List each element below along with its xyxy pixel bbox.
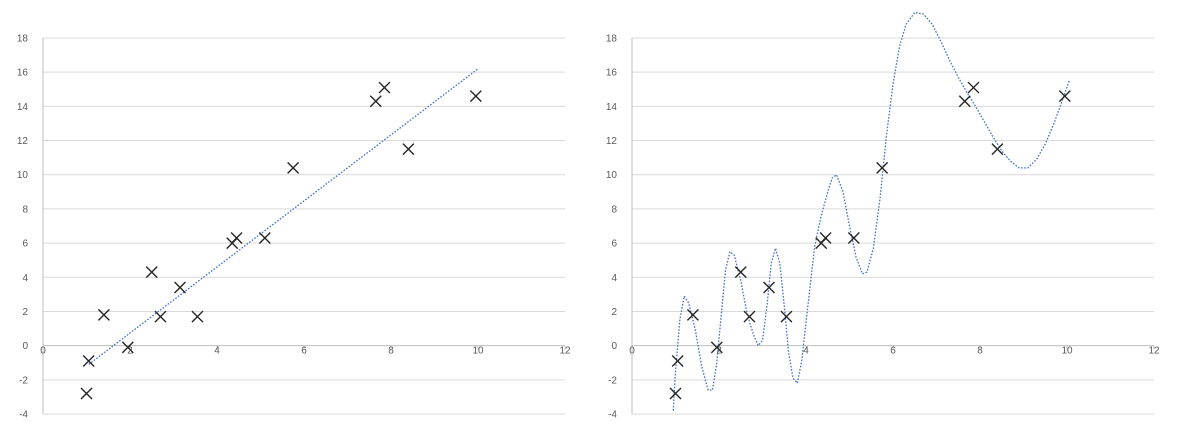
scatter-chart-linear-trend: -4 -2 0 2 4 6 8 10 12 14 16 18 0 2 4 6 8 10 12 [17, 34, 571, 421]
y-tick-label: 16 [17, 68, 29, 79]
data-point-marker [958, 95, 971, 108]
data-point-marker [686, 308, 699, 321]
data-point-marker [369, 95, 382, 108]
y-tick-label: 4 [611, 273, 617, 284]
data-point-marker [174, 281, 187, 294]
x-tick-label: 12 [1148, 346, 1160, 357]
y-tick-label: -2 [19, 375, 28, 386]
y-tick-label: 8 [22, 204, 28, 215]
data-point-marker [121, 341, 134, 354]
data-point-marker [669, 387, 682, 400]
y-tick-label: 14 [17, 102, 29, 113]
x-tick-label: 0 [40, 346, 46, 357]
data-point-marker [191, 310, 204, 323]
data-point-marker [876, 161, 889, 174]
data-point-marker [847, 231, 860, 244]
x-tick-label: 0 [629, 346, 635, 357]
data-point-marker [80, 387, 93, 400]
y-tick-label: 18 [17, 34, 29, 45]
data-point-marker [145, 266, 158, 279]
y-tick-label: 8 [611, 204, 617, 215]
y-tick-label: 2 [611, 307, 617, 318]
x-tick-label: 8 [388, 346, 394, 357]
y-tick-label: -4 [608, 410, 617, 421]
chart-svg-right: -4 -2 0 2 4 6 8 10 12 14 16 18 0 2 4 6 8 10 12 [606, 11, 1160, 421]
data-point-marker [780, 310, 793, 323]
x-tick-label: 4 [214, 346, 220, 357]
data-point-marker [710, 341, 723, 354]
x-tick-label: 10 [472, 346, 484, 357]
data-point-marker [258, 231, 271, 244]
data-point-marker [763, 281, 776, 294]
y-tick-label: 12 [606, 136, 618, 147]
x-tick-label: 6 [890, 346, 896, 357]
x-tick-label: 2 [716, 346, 722, 357]
data-point-marker [469, 90, 482, 103]
y-tick-label: 10 [606, 170, 618, 181]
data-point-marker [819, 231, 832, 244]
y-tick-label: 6 [22, 239, 28, 250]
chart-svg-left: -4 -2 0 2 4 6 8 10 12 14 16 18 0 2 4 6 8 10 12 [17, 34, 571, 421]
y-tick-label: 2 [22, 307, 28, 318]
data-point-marker [82, 355, 95, 368]
y-tick-label: -4 [19, 410, 28, 421]
y-tick-label: 18 [606, 34, 618, 45]
y-tick-label: 0 [22, 341, 28, 352]
data-point-marker [230, 231, 243, 244]
x-tick-label: 12 [559, 346, 571, 357]
data-point-marker [967, 81, 980, 94]
x-tick-label: 2 [127, 346, 133, 357]
data-point-marker [378, 81, 391, 94]
y-tick-label: -2 [608, 375, 617, 386]
y-tick-label: 4 [22, 273, 28, 284]
data-point-marker [402, 143, 415, 156]
data-point-marker [97, 308, 110, 321]
x-tick-label: 4 [803, 346, 809, 357]
y-tick-label: 12 [17, 136, 29, 147]
y-tick-label: 16 [606, 68, 618, 79]
data-point-marker [154, 310, 167, 323]
data-point-marker [671, 355, 684, 368]
data-point-marker [991, 143, 1004, 156]
data-point-marker [734, 266, 747, 279]
trendline [88, 68, 479, 365]
y-tick-label: 14 [606, 102, 618, 113]
x-tick-label: 6 [301, 346, 307, 357]
trendline [672, 11, 1070, 411]
x-tick-label: 8 [977, 346, 983, 357]
y-tick-label: 6 [611, 239, 617, 250]
x-tick-label: 10 [1061, 346, 1073, 357]
data-point-marker [743, 310, 756, 323]
data-point-marker [287, 161, 300, 174]
scatter-chart-polynomial-trend: -4 -2 0 2 4 6 8 10 12 14 16 18 0 2 4 6 8 10 12 [589, 0, 1178, 431]
y-tick-label: 10 [17, 170, 29, 181]
data-point-marker [1058, 90, 1071, 103]
y-tick-label: 0 [611, 341, 617, 352]
